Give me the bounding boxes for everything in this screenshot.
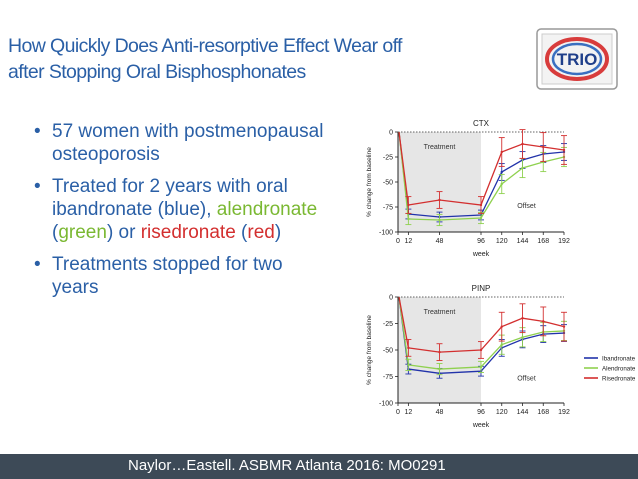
alendronate-point bbox=[407, 363, 410, 367]
citation-text: Naylor…Eastell. ASBMR Atlanta 2016: MO02… bbox=[128, 457, 446, 474]
footer-bar: Naylor…Eastell. ASBMR Atlanta 2016: MO02… bbox=[0, 454, 638, 479]
y-tick-label: 0 bbox=[389, 295, 393, 302]
bullet-text-part: ( bbox=[235, 222, 248, 243]
risedronate-point bbox=[407, 203, 410, 207]
risedronate-point bbox=[542, 320, 545, 323]
risedronate-point bbox=[542, 145, 545, 149]
green-label: green bbox=[58, 222, 107, 243]
y-tick-label: -50 bbox=[383, 180, 393, 187]
treatment-annotation: Treatment bbox=[424, 144, 456, 151]
offset-annotation: Offset bbox=[517, 376, 536, 383]
bullet-text-part: ) or bbox=[106, 222, 141, 243]
slide-title-line2: after Stopping Oral Bisphosphonates bbox=[8, 61, 306, 83]
x-tick-label: 0 bbox=[396, 409, 400, 416]
ibandronate-point bbox=[500, 170, 503, 174]
risedronate-point bbox=[407, 346, 410, 350]
bullet-dot: • bbox=[34, 121, 41, 142]
risedronate-point bbox=[562, 148, 566, 152]
x-tick-label: 192 bbox=[558, 409, 570, 416]
y-tick-label: 0 bbox=[389, 130, 393, 137]
bullet-text: 57 women with postmenopausal osteoporosi… bbox=[52, 121, 324, 165]
legend-label-ibandronate: Ibandronate bbox=[602, 355, 635, 362]
x-tick-label: 120 bbox=[496, 409, 508, 416]
y-tick-label: -50 bbox=[383, 348, 393, 355]
x-axis-label: week bbox=[472, 251, 490, 258]
x-tick-label: 96 bbox=[477, 409, 485, 416]
alendronate-point bbox=[479, 216, 483, 220]
bullet-text: Treatments stopped for two years bbox=[52, 254, 283, 298]
slide-title-line1: How Quickly Does Anti-resorptive Effect … bbox=[8, 35, 402, 57]
y-tick-label: -75 bbox=[383, 205, 393, 212]
alendronate-point bbox=[521, 336, 524, 339]
bullet-dot: • bbox=[34, 176, 41, 197]
trio-logo: TRIO bbox=[536, 28, 618, 90]
alendronate-point bbox=[438, 218, 441, 222]
risedronate-point bbox=[500, 325, 503, 328]
bullet-list: • 57 women with postmenopausal osteoporo… bbox=[30, 120, 330, 308]
risedronate-point bbox=[479, 348, 483, 352]
alendronate-label: alendronate bbox=[216, 199, 318, 220]
alendronate-point bbox=[407, 217, 410, 221]
treatment-annotation: Treatment bbox=[424, 309, 456, 316]
y-tick-label: -100 bbox=[379, 230, 393, 237]
chart-title: CTX bbox=[473, 119, 490, 128]
risedronate-point bbox=[438, 350, 441, 354]
risedronate-point bbox=[521, 142, 524, 146]
x-tick-label: 144 bbox=[517, 409, 529, 416]
red-label: red bbox=[247, 222, 275, 243]
y-tick-label: -25 bbox=[383, 155, 393, 162]
bullet-text-part: ( bbox=[52, 222, 59, 243]
logo-text: TRIO bbox=[557, 50, 598, 69]
y-axis-label: % change from baseline bbox=[366, 315, 373, 385]
x-tick-label: 168 bbox=[537, 409, 549, 416]
legend-label-alendronate: Alendronate bbox=[602, 365, 635, 372]
bullet-dot: • bbox=[34, 254, 41, 275]
x-tick-label: 168 bbox=[537, 238, 549, 245]
alendronate-point bbox=[500, 343, 503, 346]
bullet-item: • 57 women with postmenopausal osteoporo… bbox=[30, 120, 330, 166]
offset-annotation: Offset bbox=[517, 203, 536, 210]
bullet-text-part: Treated for 2 years with oral ibandronat… bbox=[52, 176, 288, 220]
alendronate-point bbox=[500, 182, 503, 186]
risedronate-point bbox=[438, 198, 441, 202]
risedronate-drop-line bbox=[398, 131, 410, 206]
alendronate-point bbox=[438, 367, 441, 371]
chart-title: PINP bbox=[472, 284, 491, 293]
x-tick-label: 48 bbox=[436, 238, 444, 245]
x-tick-label: 48 bbox=[436, 409, 444, 416]
risedronate-point bbox=[500, 150, 503, 154]
y-tick-label: -75 bbox=[383, 374, 393, 381]
legend-label-risedronate: Risedronate bbox=[602, 375, 635, 382]
x-tick-label: 120 bbox=[496, 238, 508, 245]
bullet-item: • Treated for 2 years with oral ibandron… bbox=[30, 175, 330, 244]
x-tick-label: 0 bbox=[396, 238, 400, 245]
x-tick-label: 12 bbox=[404, 238, 412, 245]
risedronate-label: risedronate bbox=[140, 222, 236, 243]
y-axis-label: % change from baseline bbox=[366, 147, 373, 217]
alendronate-point bbox=[479, 365, 483, 369]
y-tick-label: -100 bbox=[379, 401, 393, 408]
risedronate-point bbox=[479, 203, 483, 207]
x-tick-label: 144 bbox=[517, 238, 529, 245]
bullet-text-part: ) bbox=[274, 222, 282, 243]
x-tick-label: 192 bbox=[558, 238, 570, 245]
slide-title: How Quickly Does Anti-resorptive Effect … bbox=[8, 33, 528, 85]
x-tick-label: 96 bbox=[477, 238, 485, 245]
risedronate-point bbox=[562, 325, 566, 328]
x-axis-label: week bbox=[472, 422, 490, 429]
x-tick-label: 12 bbox=[404, 409, 412, 416]
bullet-item: • Treatments stopped for two years bbox=[30, 253, 330, 299]
alendronate-point bbox=[521, 166, 524, 170]
risedronate-point bbox=[521, 317, 524, 320]
y-tick-label: -25 bbox=[383, 321, 393, 328]
